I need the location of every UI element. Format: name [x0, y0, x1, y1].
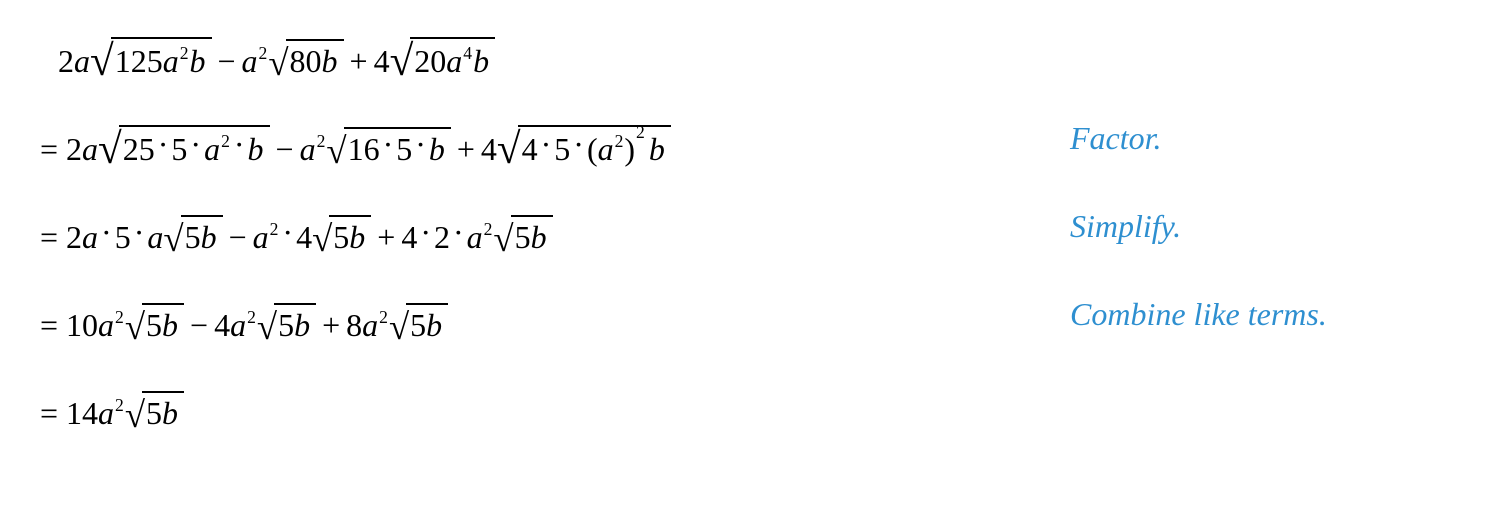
surd-icon: √ — [125, 309, 145, 346]
radical: √ 5b — [257, 303, 316, 344]
radical: √ 80 b — [268, 39, 343, 80]
paren-group: ( a2 ) 2 — [587, 131, 645, 168]
surd-icon: √ — [98, 128, 122, 171]
surd-icon: √ — [390, 40, 414, 83]
radical: √ 5b — [312, 215, 371, 256]
radical: √ 20 a4 b — [390, 37, 496, 80]
radical: √ 16· 5· b — [326, 127, 451, 168]
surd-icon: √ — [312, 221, 332, 258]
radical: √ 5b — [389, 303, 448, 344]
surd-icon: √ — [493, 221, 513, 258]
surd-icon: √ — [90, 40, 114, 83]
radical: √ 5b — [163, 215, 222, 256]
surd-icon: √ — [163, 221, 183, 258]
step-line-3: = 2 a· 5· a √ 5b − a2 · 4 √ 5b + 4· — [40, 196, 1460, 256]
annotation-combine: Combine like terms. — [1070, 296, 1327, 333]
surd-icon: √ — [268, 45, 288, 82]
surd-icon: √ — [497, 128, 521, 171]
annotation-simplify: Simplify. — [1070, 208, 1181, 245]
surd-icon: √ — [326, 133, 346, 170]
math-derivation: 2 a √ 125 a2 b − a2 √ 80 b + 4 — [40, 20, 1460, 432]
step-line-1: 2 a √ 125 a2 b − a2 √ 80 b + 4 — [40, 20, 1460, 80]
step-line-4: = 10 a2 √ 5b − 4 a2 √ 5b + 8 a2 √ — [40, 284, 1460, 344]
surd-icon: √ — [389, 309, 409, 346]
plus-op: + — [344, 43, 374, 80]
equals: = — [40, 131, 66, 168]
step-line-5: = 14 a2 √ 5b — [40, 372, 1460, 432]
radical: √ 5b — [125, 391, 184, 432]
annotation-factor: Factor. — [1070, 120, 1162, 157]
step-line-2: = 2 a √ 25· 5· a2 · b − a2 √ 16· 5· — [40, 108, 1460, 168]
radical: √ 125 a2 b — [90, 37, 212, 80]
expr-4: = 10 a2 √ 5b − 4 a2 √ 5b + 8 a2 √ — [40, 303, 1030, 344]
radical: √ 5b — [125, 303, 184, 344]
radical: √ 4· 5· ( a2 ) 2 b — [497, 125, 671, 168]
surd-icon: √ — [125, 397, 145, 434]
radicand: 125 a2 b — [111, 37, 212, 80]
expr-5: = 14 a2 √ 5b — [40, 391, 184, 432]
expr-3: = 2 a· 5· a √ 5b − a2 · 4 √ 5b + 4· — [40, 215, 1030, 256]
minus-op: − — [212, 43, 242, 80]
coef: 2 — [58, 43, 74, 80]
radical: √ 25· 5· a2 · b — [98, 125, 269, 168]
expr-2: = 2 a √ 25· 5· a2 · b − a2 √ 16· 5· — [40, 125, 1030, 168]
expr-1: 2 a √ 125 a2 b − a2 √ 80 b + 4 — [40, 37, 780, 80]
surd-icon: √ — [257, 309, 277, 346]
radical: √ 5b — [493, 215, 552, 256]
var-a: a — [74, 43, 90, 80]
